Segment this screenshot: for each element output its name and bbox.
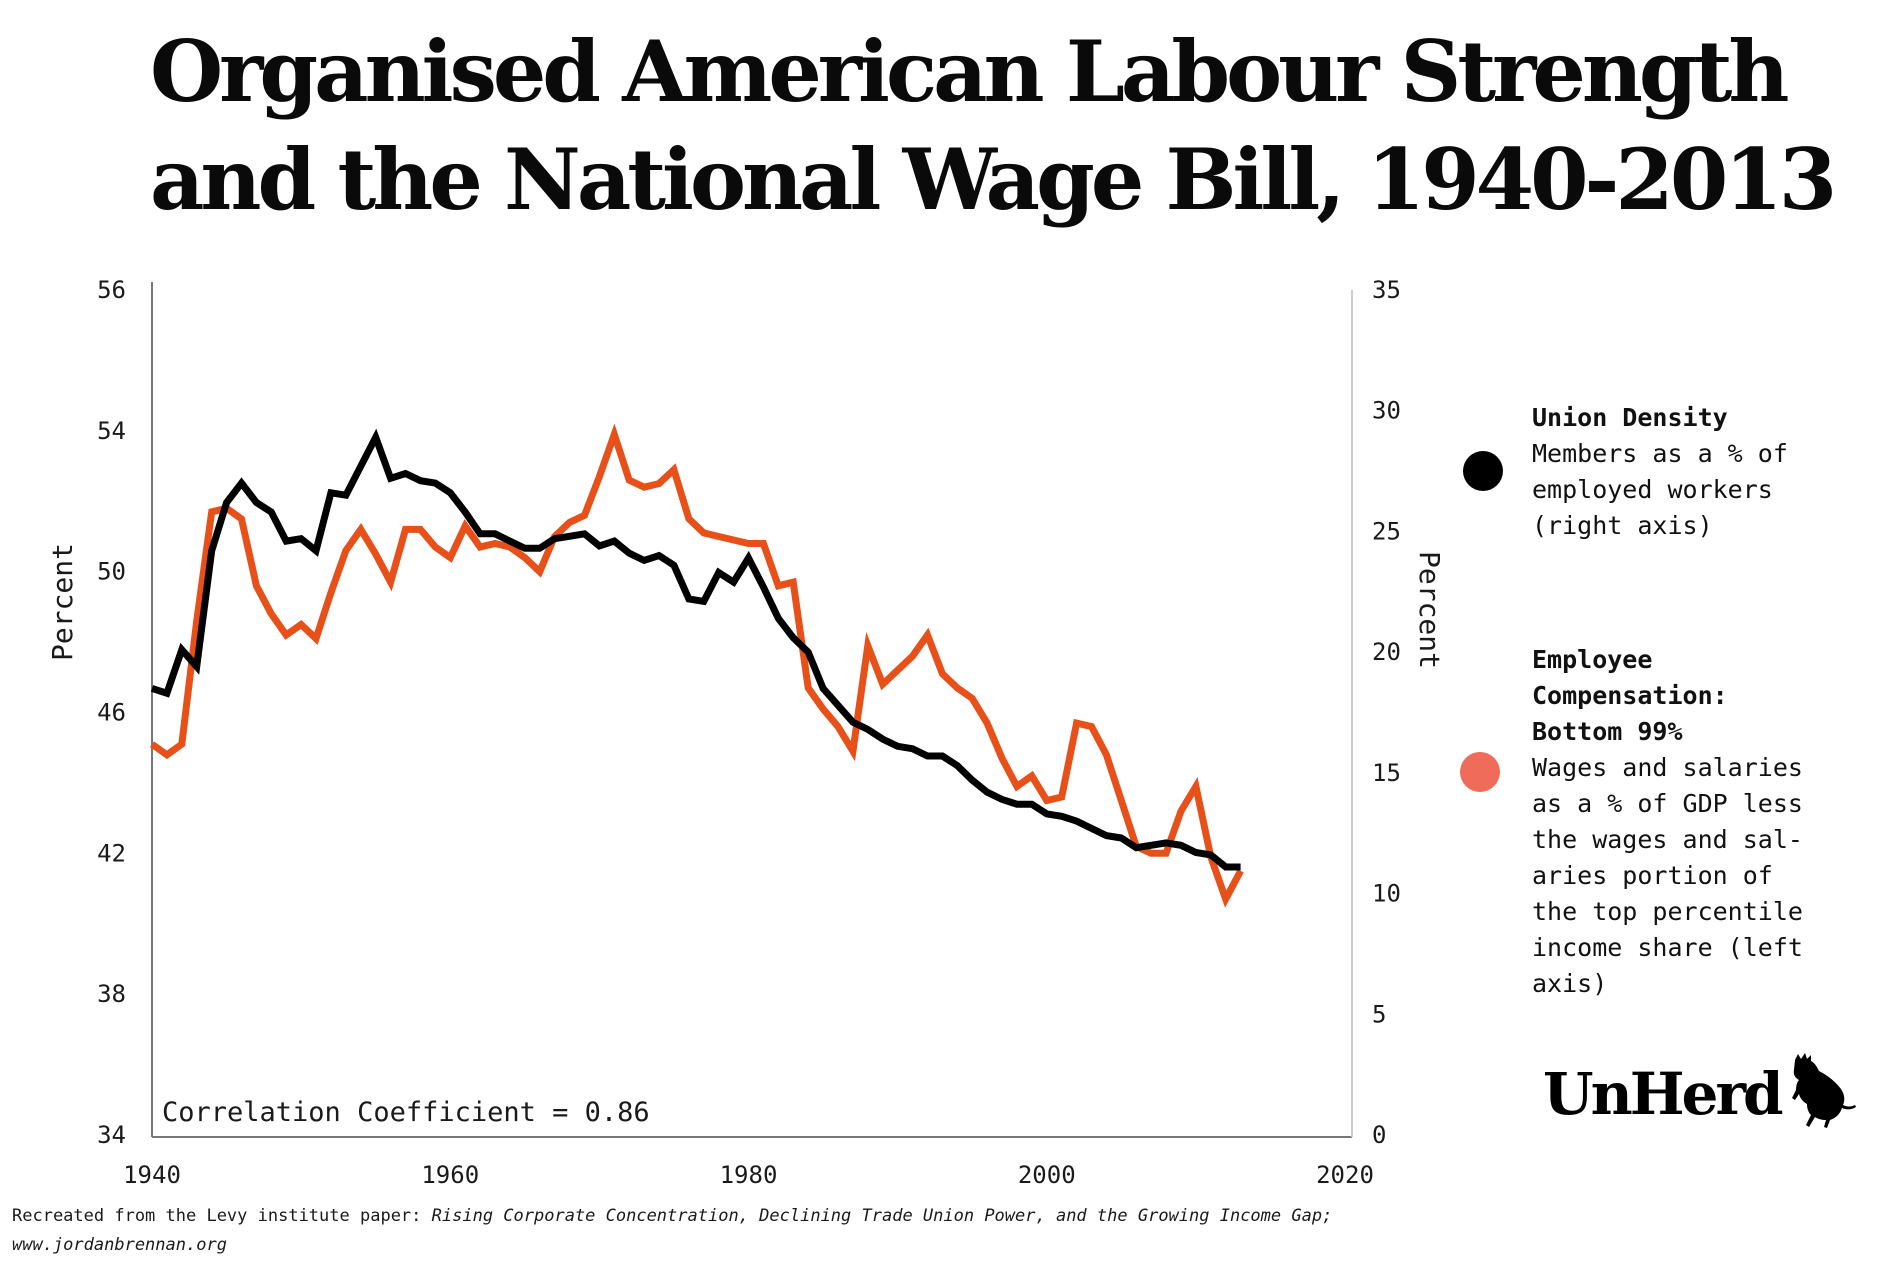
axes (151, 282, 1353, 1138)
legend-description: Members as a % of employed workers (righ… (1532, 436, 1879, 544)
x-axis-tick-label: 2020 (1316, 1161, 1374, 1189)
correlation-annotation: Correlation Coefficient = 0.86 (162, 1097, 650, 1128)
chart-title-line-2: and the National Wage Bill, 1940-2013 (150, 130, 1837, 229)
footnote-paper-title: Rising Corporate Concentration, Declinin… (431, 1206, 1333, 1226)
left-axis-title: Percent (46, 543, 79, 661)
legend-description-line: the wages and sal- (1532, 825, 1803, 854)
right-axis-tick-label: 25 (1372, 517, 1401, 545)
x-axis-tick-label: 1980 (720, 1161, 778, 1189)
legend-description-line: the top percentile (1532, 897, 1803, 926)
legend-heading-line: Employee (1532, 645, 1653, 674)
right-axis-tick-label: 5 (1372, 1000, 1386, 1028)
legend-heading: Union Density (1532, 400, 1879, 436)
legend-marker-employee-compensation (1460, 752, 1500, 792)
x-axis-tick-label: 1940 (123, 1161, 181, 1189)
legend-description-line: Members as a % of (1532, 439, 1788, 468)
leaping-cow-icon (1792, 1053, 1856, 1128)
right-axis-tick-label: 35 (1372, 276, 1401, 304)
right-axis-tick-label: 30 (1372, 397, 1401, 425)
series-line-employee-compensation (149, 423, 1244, 908)
legend-item-union-density: Union Density Members as a % of employed… (1532, 400, 1879, 544)
right-axis-tick-label: 0 (1372, 1121, 1386, 1149)
right-axis-tick-label: 15 (1372, 759, 1401, 787)
legend-description-line: income share (left (1532, 933, 1803, 962)
left-axis-tick-label: 56 (97, 276, 126, 304)
left-axis-tick-label: 46 (97, 699, 126, 727)
left-axis-tick-label: 38 (97, 980, 126, 1008)
legend-item-employee-compensation: Employee Compensation: Bottom 99% Wages … (1532, 642, 1879, 1002)
right-axis-tick-label: 10 (1372, 880, 1401, 908)
legend-marker-union-density (1463, 451, 1503, 491)
series-group (149, 423, 1244, 908)
footnote-website-link[interactable]: www.jordanbrennan.org (12, 1235, 227, 1255)
footnote-prefix: Recreated from the Levy institute paper: (12, 1206, 432, 1226)
legend-description-line: aries portion of (1532, 861, 1773, 890)
legend-description-line: as a % of GDP less (1532, 789, 1803, 818)
left-axis-tick-label: 42 (97, 839, 126, 867)
left-axis-tick-label: 54 (97, 417, 126, 445)
chart-title-line-1: Organised American Labour Strength (150, 22, 1790, 121)
legend-description-line: Wages and salaries (1532, 753, 1803, 782)
left-axis-ticks: 56 54 50 46 42 38 34 (97, 276, 126, 1149)
chart-title: Organised American Labour Strength and t… (150, 18, 1837, 234)
right-axis-tick-label: 20 (1372, 638, 1401, 666)
legend-description: Wages and salaries as a % of GDP less th… (1532, 750, 1879, 1002)
unherd-logo: UnHerd (1543, 1050, 1863, 1140)
x-axis-tick-label: 2000 (1018, 1161, 1076, 1189)
x-axis-ticks: 1940 1960 1980 2000 2020 (123, 1161, 1374, 1189)
logo-wordmark: UnHerd (1543, 1060, 1784, 1128)
legend-heading: Employee Compensation: Bottom 99% (1532, 642, 1879, 750)
left-axis-tick-label: 50 (97, 558, 126, 586)
legend-description-line: (right axis) (1532, 511, 1713, 540)
source-footnote: Recreated from the Levy institute paper:… (12, 1202, 1332, 1260)
series-line-union-density (150, 428, 1241, 871)
legend-description-line: axis) (1532, 969, 1608, 998)
x-axis-tick-label: 1960 (421, 1161, 479, 1189)
left-axis-tick-label: 34 (97, 1121, 126, 1149)
legend-heading-line: Union Density (1532, 403, 1728, 432)
right-axis-ticks: 35 30 25 20 15 10 5 0 (1372, 276, 1401, 1149)
legend-heading-line: Bottom 99% (1532, 717, 1683, 746)
legend-description-line: employed workers (1532, 475, 1773, 504)
legend-heading-line: Compensation: (1532, 681, 1728, 710)
right-axis-title: Percent (1413, 551, 1446, 669)
